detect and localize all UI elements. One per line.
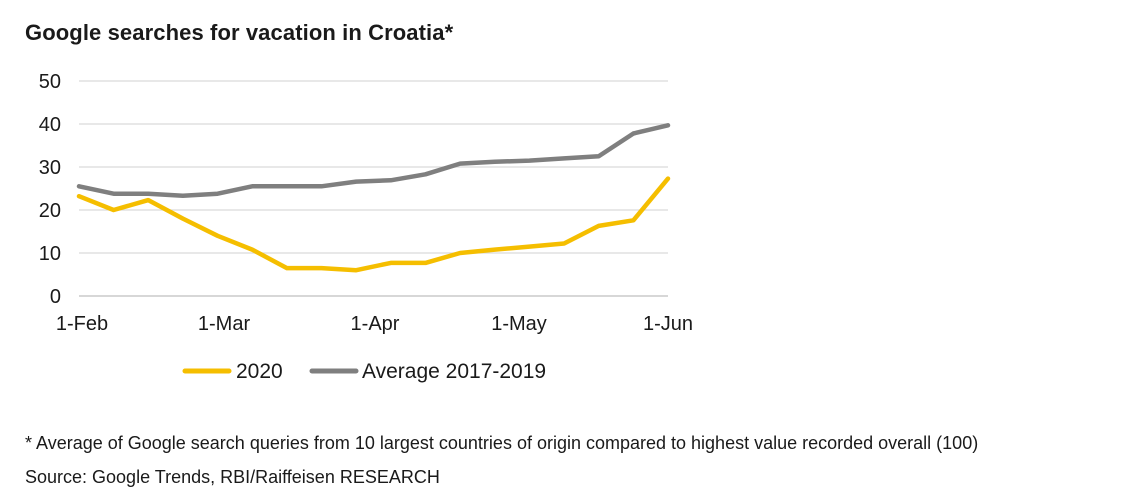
x-tick-label: 1-Jun bbox=[643, 313, 693, 335]
y-tick-label: 40 bbox=[39, 114, 61, 136]
x-tick-label: 1-Mar bbox=[198, 313, 251, 335]
line-chart: 0 10 20 30 40 50 1-Feb 1-Mar 1-Apr 1-May 1-Jun 20… bbox=[39, 71, 693, 383]
series-line-2020 bbox=[76, 176, 671, 273]
x-tick-label: 1-Apr bbox=[351, 313, 400, 335]
legend: 2020 Average 2017-2019 bbox=[182, 360, 546, 383]
y-tick-label: 30 bbox=[39, 157, 61, 179]
x-axis-labels: 1-Feb 1-Mar 1-Apr 1-May 1-Jun bbox=[56, 313, 693, 335]
y-tick-label: 10 bbox=[39, 243, 61, 265]
chart-title: Google searches for vacation in Croatia* bbox=[25, 20, 454, 45]
footnote: * Average of Google search queries from … bbox=[25, 433, 979, 453]
legend-label: 2020 bbox=[236, 360, 283, 383]
y-axis-labels: 0 10 20 30 40 50 bbox=[39, 71, 61, 308]
y-tick-label: 0 bbox=[50, 286, 61, 308]
x-tick-label: 1-May bbox=[491, 313, 547, 335]
y-tick-label: 20 bbox=[39, 200, 61, 222]
source-note: Source: Google Trends, RBI/Raiffeisen RE… bbox=[25, 467, 440, 487]
series-line-average bbox=[76, 123, 671, 199]
gridlines bbox=[79, 80, 668, 297]
y-tick-label: 50 bbox=[39, 71, 61, 93]
legend-label: Average 2017-2019 bbox=[362, 360, 546, 383]
x-tick-label: 1-Feb bbox=[56, 313, 108, 335]
series-lines bbox=[76, 123, 671, 273]
